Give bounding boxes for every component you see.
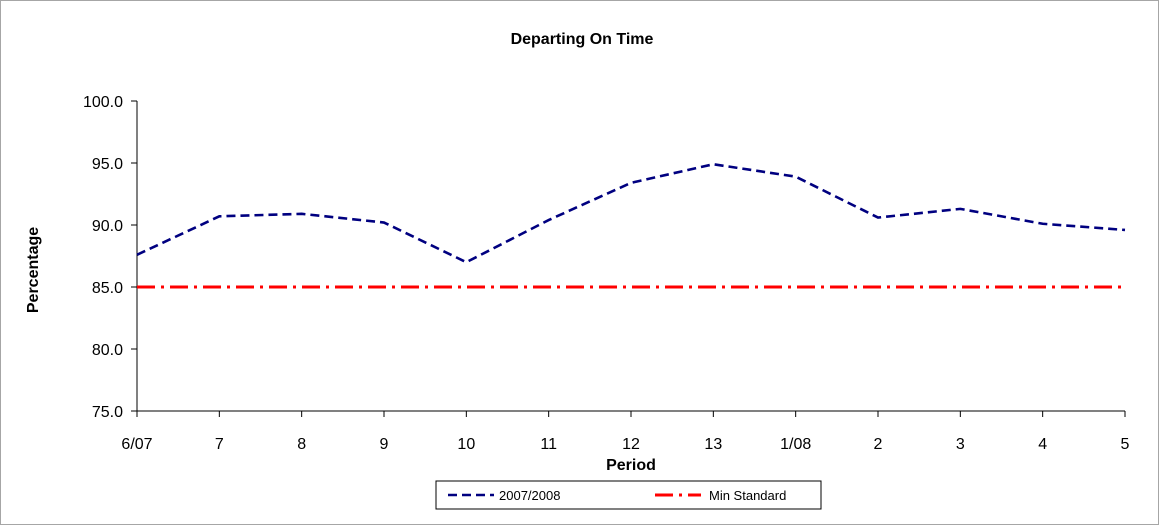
x-tick-label: 11 <box>540 436 557 453</box>
x-tick-label: 2 <box>874 436 883 453</box>
legend-box <box>435 480 822 510</box>
y-tick-label: 100.0 <box>83 94 123 111</box>
x-tick-label: 1/08 <box>780 436 811 453</box>
legend-label: 2007/2008 <box>499 488 560 503</box>
x-tick-label: 9 <box>380 436 389 453</box>
series-line-0 <box>136 162 1126 264</box>
series-layer <box>136 162 1126 289</box>
x-axis-title: Period <box>606 457 656 474</box>
x-tick-label: 13 <box>704 436 722 453</box>
y-tick-label: 80.0 <box>92 342 123 359</box>
y-tick-label: 95.0 <box>92 156 123 173</box>
x-tick-label: 4 <box>1038 436 1047 453</box>
x-tick-label: 5 <box>1121 436 1130 453</box>
y-tick-label: 90.0 <box>92 218 123 235</box>
x-tick-label: 10 <box>457 436 475 453</box>
y-axis-title: Percentage <box>25 227 42 313</box>
x-ticks: 6/07 7 8 9 10 11 12 13 1/08 2 3 4 5 <box>121 411 1130 453</box>
x-tick-label: 8 <box>297 436 306 453</box>
axes <box>136 101 1125 412</box>
x-tick-label: 7 <box>215 436 224 453</box>
chart-title: Departing On Time <box>511 31 654 48</box>
x-tick-label: 12 <box>622 436 640 453</box>
x-tick-label: 6/07 <box>121 436 152 453</box>
x-tick-label: 3 <box>956 436 965 453</box>
y-tick-label: 75.0 <box>92 404 123 421</box>
legend-label: Min Standard <box>709 488 786 503</box>
legend: 2007/2008 Min Standard <box>435 480 822 510</box>
y-ticks: 75.0 80.0 85.0 90.0 95.0 100.0 <box>83 94 137 421</box>
y-tick-label: 85.0 <box>92 280 123 297</box>
